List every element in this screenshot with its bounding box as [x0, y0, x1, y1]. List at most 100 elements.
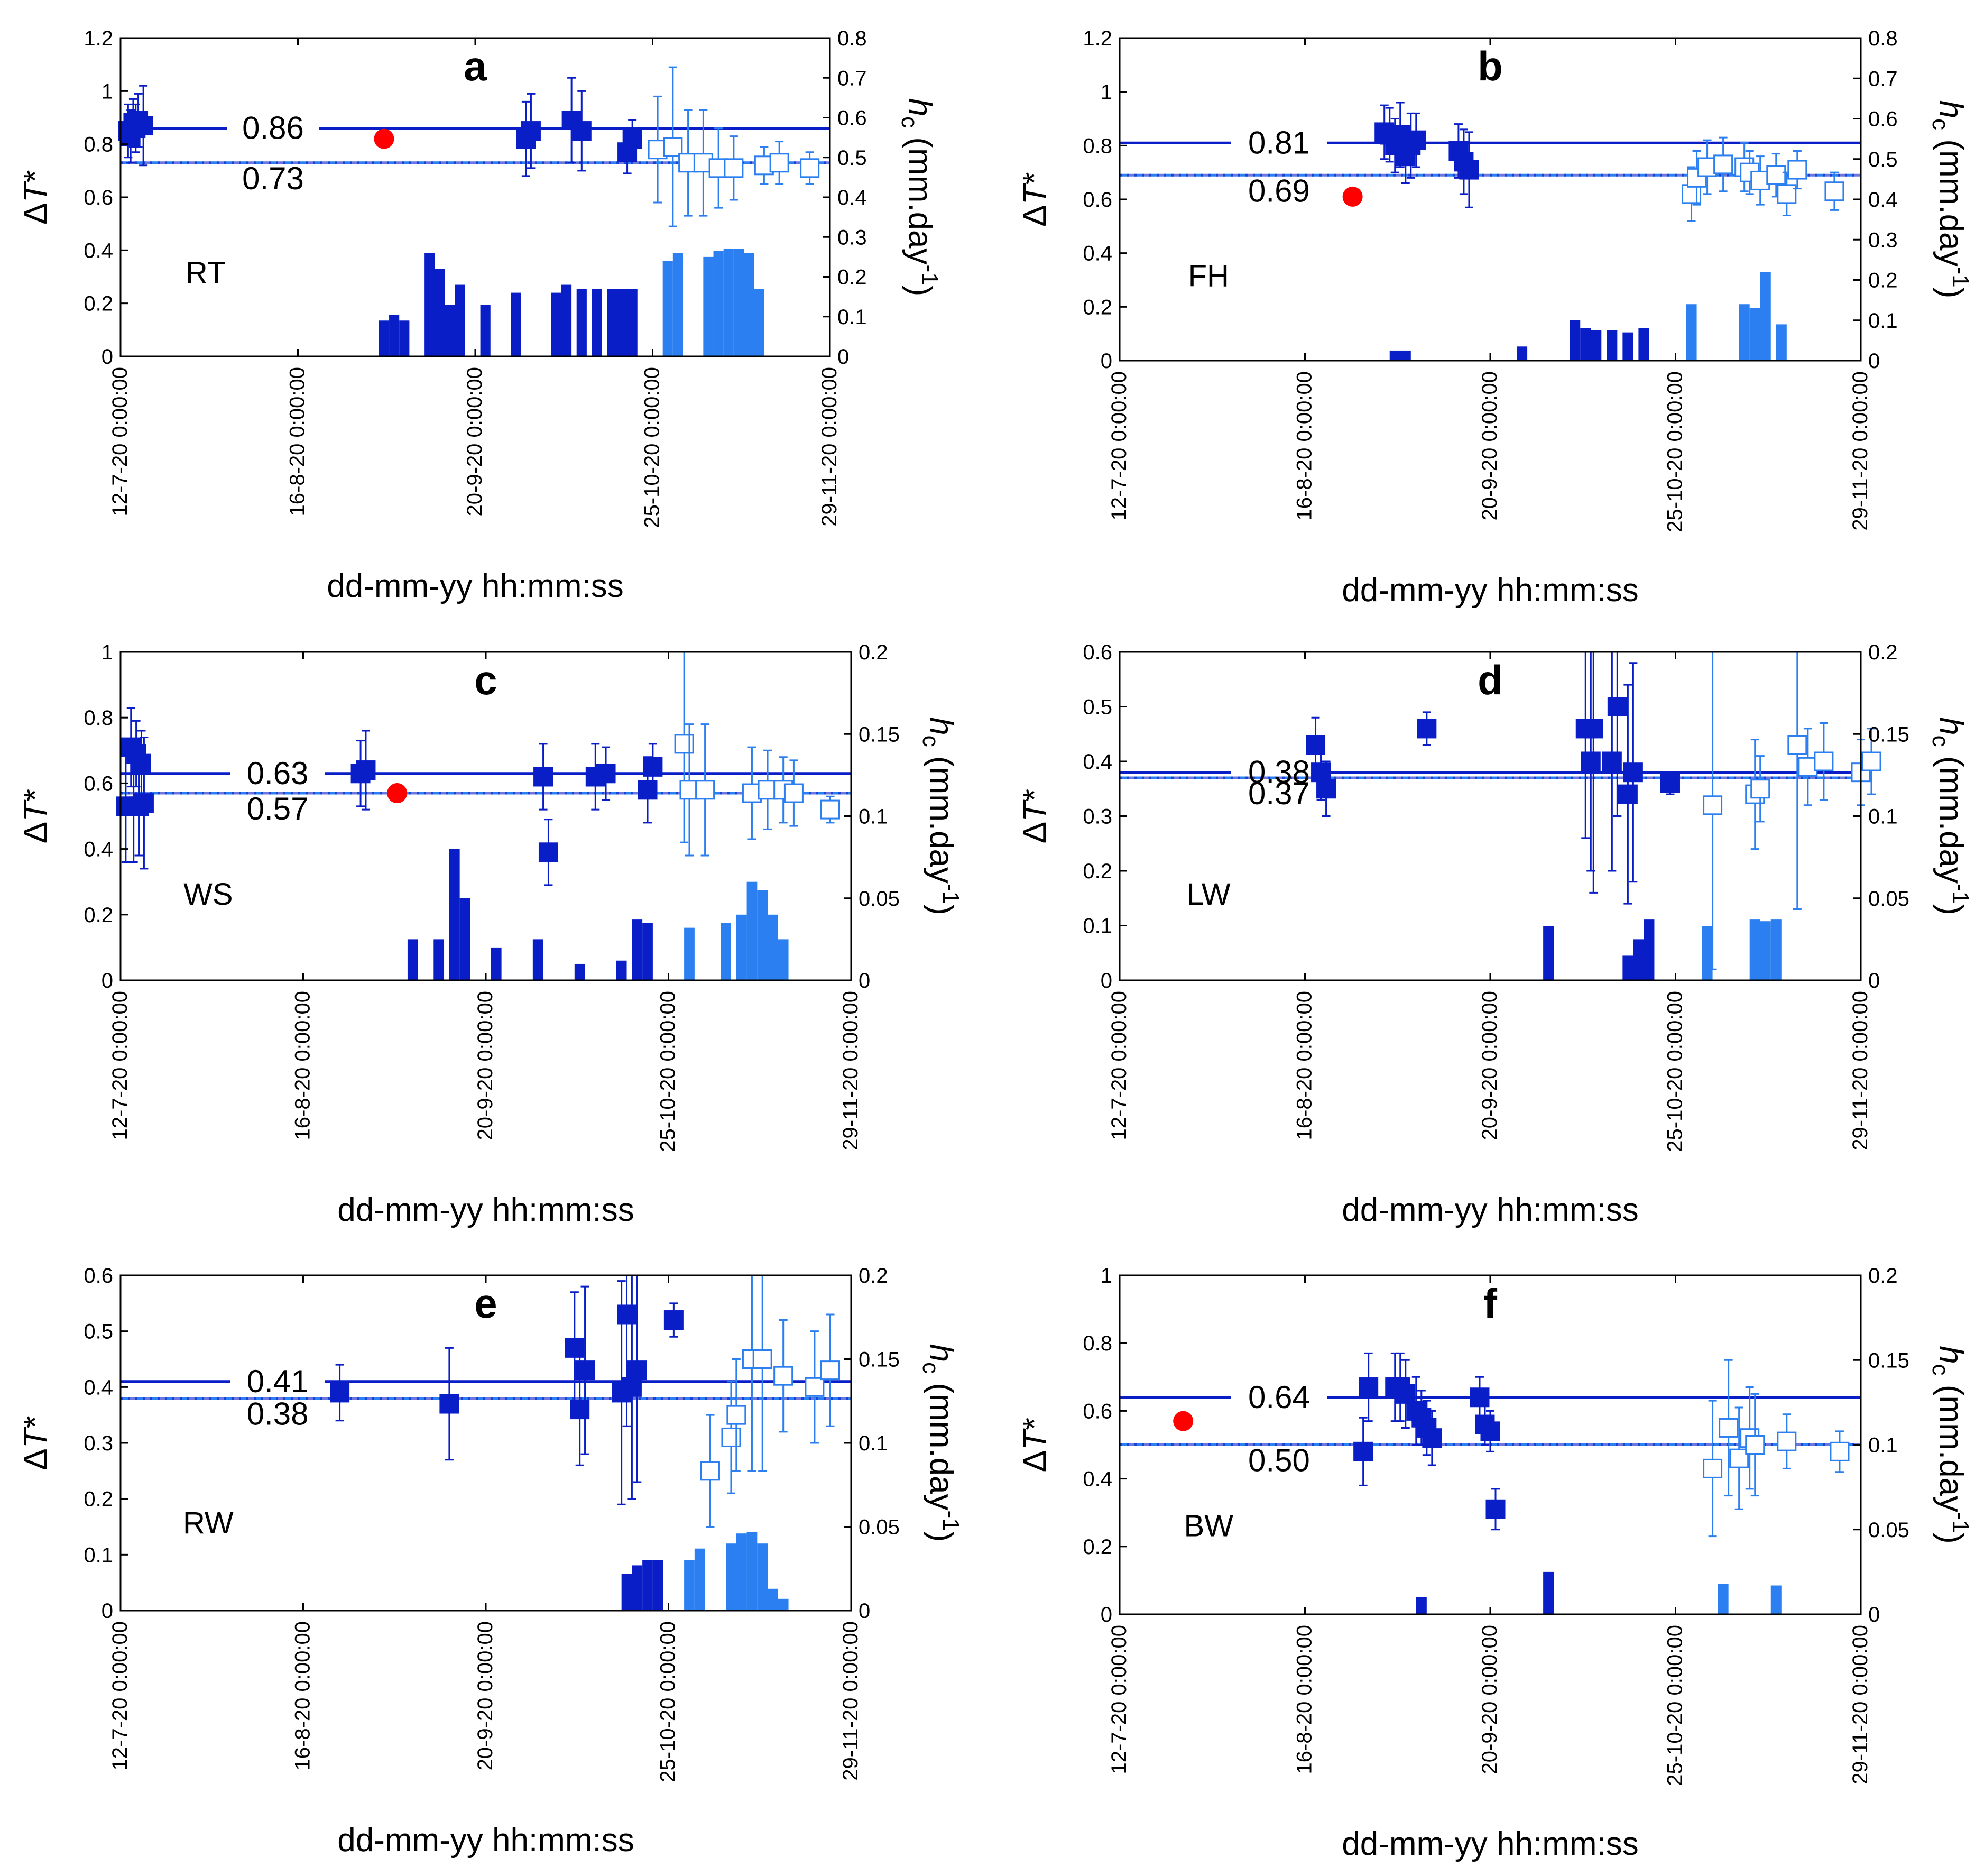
data-point-open — [724, 158, 744, 178]
y2-tick-label: 0.05 — [859, 1516, 900, 1539]
y-axis-title: ΔT* — [1017, 1418, 1053, 1472]
data-point-open — [1814, 751, 1834, 771]
data-point-open — [700, 1461, 720, 1481]
y2-tick-label: 0.2 — [1868, 1264, 1898, 1288]
data-point-filled — [533, 767, 553, 787]
hc-bar-dark — [433, 939, 445, 980]
mean-value-light: 0.57 — [247, 791, 309, 826]
y-tick-label: 1 — [101, 80, 113, 103]
hc-bar-dark — [459, 898, 470, 980]
hc-bar-dark — [607, 289, 617, 356]
data-point-filled — [1316, 779, 1336, 799]
hc-bar-dark — [379, 320, 390, 356]
site-label: LW — [1187, 877, 1231, 912]
panel-letter: d — [1478, 657, 1503, 703]
y2-tick-label: 0.15 — [1868, 723, 1909, 746]
hc-bar-light — [778, 1598, 789, 1611]
data-point-filled — [1623, 762, 1643, 783]
data-point-open — [805, 1377, 825, 1397]
data-point-open — [820, 799, 841, 820]
x-tick-label: 16-8-20 0:00:00 — [291, 991, 315, 1140]
y-tick-label: 0 — [101, 969, 113, 992]
y2-tick-label: 0.1 — [1868, 309, 1898, 333]
panel-f: 0.64 0.50 0 0.2 0.4 0.6 0.8 1 0 0.05 0.1 0.15 0.2 12-… — [1017, 1264, 1973, 1862]
hc-bar-dark — [642, 923, 653, 980]
data-point-filled — [643, 757, 663, 777]
y2-tick-label: 0 — [1868, 1603, 1880, 1626]
y-tick-label: 0 — [1101, 1603, 1112, 1626]
y-tick-label: 0.6 — [1083, 641, 1112, 664]
x-tick-label: 25-10-20 0:00:00 — [1664, 991, 1687, 1152]
y-tick-label: 0.8 — [1083, 1332, 1112, 1355]
y-tick-label: 1 — [1101, 81, 1112, 104]
y-tick-label: 0.6 — [1083, 1400, 1112, 1423]
data-point-filled — [1459, 160, 1479, 180]
hc-bar-light — [736, 914, 747, 980]
panel-letter: e — [474, 1280, 497, 1327]
x-tick-label: 29-11-20 0:00:00 — [1849, 1625, 1872, 1785]
x-tick-label: 20-9-20 0:00:00 — [463, 367, 486, 516]
hc-bar-light — [1718, 1584, 1729, 1614]
data-point-filled — [356, 760, 376, 780]
hc-bar-dark — [1543, 926, 1554, 980]
panel-a: 0.86 0.73 0 0.2 0.4 0.6 0.8 1 1.2 0 0.1 0.2 0.3 0.4 0.… — [17, 27, 943, 604]
x-axis-title: dd-mm-yy hh:mm:ss — [1342, 1826, 1638, 1862]
hc-bar-dark — [1543, 1571, 1554, 1614]
hc-bar-light — [746, 881, 758, 980]
x-tick-label: 12-7-20 0:00:00 — [108, 991, 132, 1140]
hc-bar-dark — [1517, 346, 1528, 361]
hc-bar-dark — [424, 253, 435, 356]
panel-letter: b — [1478, 43, 1503, 89]
mean-value-light: 0.37 — [1248, 776, 1310, 811]
x-tick-label: 20-9-20 0:00:00 — [1478, 991, 1501, 1140]
x-tick-label: 16-8-20 0:00:00 — [1293, 371, 1316, 520]
y2-tick-label: 0.7 — [837, 67, 867, 90]
data-point-filled — [1422, 1428, 1442, 1448]
y2-tick-label: 0.1 — [1868, 805, 1898, 829]
y-tick-label: 0.4 — [84, 1376, 113, 1399]
mean-value-dark: 0.81 — [1248, 125, 1310, 160]
hc-bar-light — [1770, 1585, 1782, 1614]
y-tick-label: 0.2 — [84, 904, 113, 927]
y-axis-title: ΔT* — [1017, 172, 1053, 226]
y-tick-label: 0.8 — [1083, 134, 1112, 158]
hc-bar-dark — [480, 305, 491, 356]
hc-bar-dark — [1633, 939, 1644, 980]
hc-bar-light — [757, 890, 768, 980]
y-tick-label: 0.6 — [84, 1264, 113, 1288]
data-point-open — [1861, 751, 1881, 771]
data-point-open — [1798, 757, 1818, 777]
hc-bar-light — [672, 253, 684, 356]
y-tick-label: 0.5 — [1083, 696, 1112, 719]
hc-bar-dark — [627, 289, 638, 356]
x-tick-label: 25-10-20 0:00:00 — [1664, 371, 1687, 532]
y2-tick-label: 0 — [1868, 969, 1880, 992]
mean-value-light: 0.38 — [247, 1396, 309, 1431]
hc-bar-light — [684, 927, 695, 980]
hc-bar-light — [768, 1588, 778, 1611]
data-point-filled — [570, 1400, 590, 1420]
y-tick-label: 0.2 — [1083, 1535, 1112, 1559]
data-point-filled — [1583, 719, 1603, 739]
hc-bar-dark — [1622, 332, 1633, 361]
y2-tick-label: 0.1 — [1868, 1434, 1898, 1457]
red-reference-point — [374, 128, 394, 149]
data-point-filled — [617, 1304, 637, 1325]
y-tick-label: 0.2 — [1083, 860, 1112, 883]
y2-tick-label: 0.8 — [837, 27, 867, 50]
x-tick-label: 16-8-20 0:00:00 — [286, 367, 309, 516]
hc-bar-dark — [445, 305, 455, 356]
y2-tick-label: 0 — [859, 1599, 870, 1623]
hc-bar-dark — [1389, 350, 1400, 361]
panel-letter: f — [1483, 1280, 1498, 1327]
x-tick-label: 16-8-20 0:00:00 — [1293, 1625, 1316, 1774]
x-axis-title: dd-mm-yy hh:mm:ss — [327, 568, 623, 604]
hc-bar-light — [768, 914, 778, 980]
hc-bar-dark — [1570, 320, 1581, 361]
y2-tick-label: 0.4 — [837, 186, 867, 209]
hc-bar-light — [1760, 272, 1771, 361]
data-point-open — [783, 783, 804, 803]
hc-bar-dark — [399, 320, 410, 356]
data-point-filled — [1602, 751, 1622, 771]
x-tick-label: 12-7-20 0:00:00 — [1108, 991, 1131, 1140]
